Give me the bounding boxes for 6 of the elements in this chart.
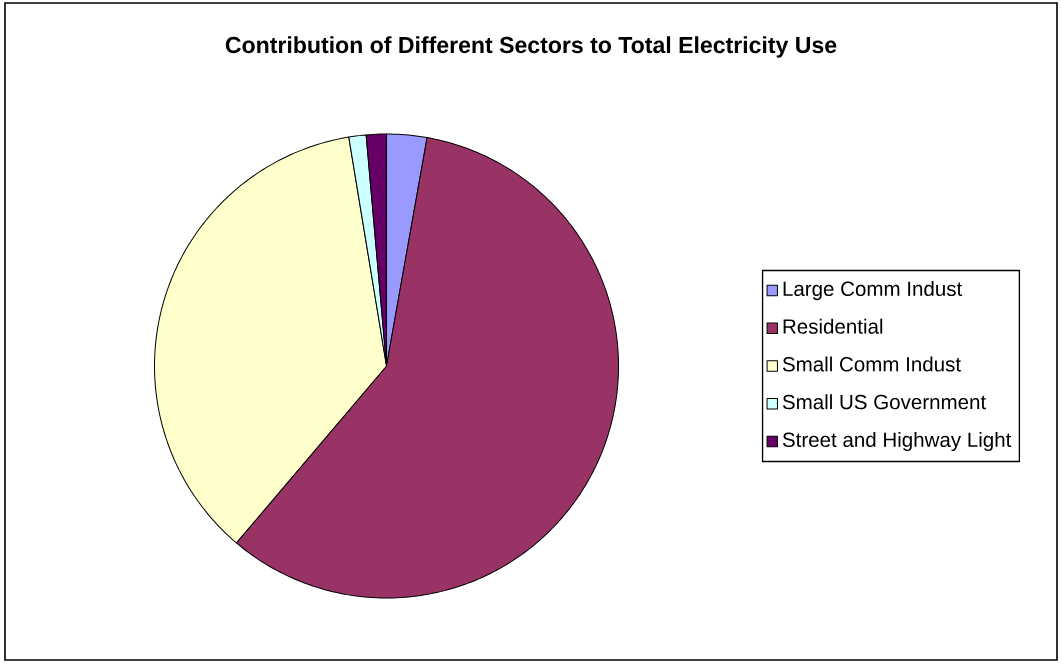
chart-title: Contribution of Different Sectors to Total Electricity Use <box>225 36 837 58</box>
legend-label: Small Comm Indust <box>782 356 961 372</box>
legend-label: Residential <box>783 318 883 334</box>
legend-label: Street and Highway Light <box>782 431 1012 452</box>
legend-label: Large Comm Indust <box>783 280 963 301</box>
legend-label: Small US Government <box>782 394 987 410</box>
